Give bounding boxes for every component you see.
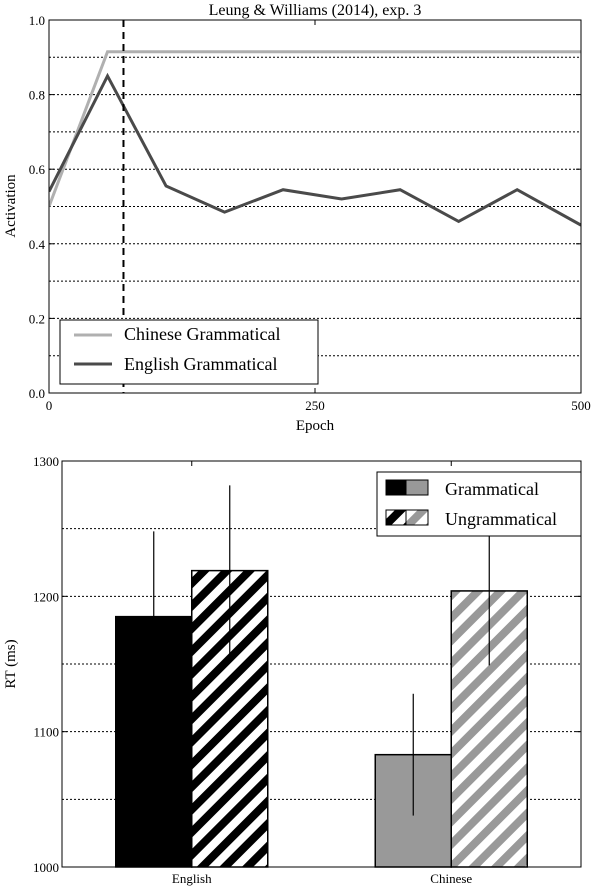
bar-chart-error-bars bbox=[153, 485, 490, 816]
activation-line-chart: Leung & Williams (2014), exp. 3 0.00.20.… bbox=[3, 2, 591, 434]
line-chart-x-tick-label: 250 bbox=[305, 398, 325, 413]
bar-chart-y-tick-label: 1100 bbox=[33, 725, 59, 740]
line-series-chinese-grammatical bbox=[49, 50, 581, 208]
line-chart-gridlines bbox=[49, 56, 581, 357]
line-chart-y-tick-label: 0.0 bbox=[29, 386, 45, 401]
bar-chart-y-tick-label: 1300 bbox=[33, 454, 59, 469]
line-chart-x-ticks: 0 250 500 bbox=[46, 20, 591, 413]
legend-label-ungrammatical: Ungrammatical bbox=[445, 509, 557, 529]
line-chart-x-tick-label: 500 bbox=[571, 398, 591, 413]
legend-swatch-ungrammatical-black bbox=[385, 509, 407, 526]
bar-chart-y-tick-label: 1200 bbox=[33, 589, 59, 604]
bar-chart-x-ticks: English Chinese bbox=[172, 461, 472, 886]
line-chart-y-tick-label: 0.6 bbox=[29, 162, 46, 177]
line-chart-y-ticks: 0.0 0.2 0.4 0.6 0.8 1.0 bbox=[29, 13, 581, 401]
line-chart-legend: Chinese Grammatical English Grammatical bbox=[59, 319, 319, 385]
bar-chart-legend: Grammatical Ungrammatical bbox=[376, 471, 582, 537]
legend-label-english-grammatical: English Grammatical bbox=[124, 354, 277, 374]
legend-swatch-grammatical-gray bbox=[405, 479, 429, 496]
line-chart-y-axis-label: Activation bbox=[3, 174, 19, 238]
line-chart-series bbox=[49, 50, 581, 227]
bar-chart-bars bbox=[115, 569, 528, 868]
line-chart-y-tick-label: 0.8 bbox=[29, 88, 45, 103]
legend-label-grammatical: Grammatical bbox=[445, 479, 539, 499]
line-series-english-grammatical bbox=[49, 72, 581, 227]
line-chart-y-tick-label: 0.4 bbox=[29, 237, 46, 252]
legend-swatch-ungrammatical-gray bbox=[405, 509, 429, 526]
line-chart-plot-frame bbox=[48, 19, 582, 394]
bar-chart-x-tick-label: Chinese bbox=[430, 871, 472, 886]
line-chart-x-axis-label: Epoch bbox=[296, 418, 335, 434]
legend-label-chinese-grammatical: Chinese Grammatical bbox=[124, 324, 280, 344]
line-chart-title: Leung & Williams (2014), exp. 3 bbox=[209, 2, 422, 19]
bar-chart-plot-frame bbox=[61, 460, 582, 868]
bar-chart-y-axis-label: RT (ms) bbox=[3, 639, 19, 688]
legend-swatch-grammatical-black bbox=[385, 479, 407, 496]
line-chart-y-tick-label: 1.0 bbox=[29, 13, 45, 28]
line-chart-legend-frame bbox=[59, 319, 319, 385]
line-chart-y-tick-label: 0.2 bbox=[29, 311, 45, 326]
line-chart-x-tick-label: 0 bbox=[46, 398, 53, 413]
bar-chart-x-tick-label: English bbox=[172, 871, 212, 886]
bar-chart-y-tick-label: 1000 bbox=[33, 860, 59, 875]
